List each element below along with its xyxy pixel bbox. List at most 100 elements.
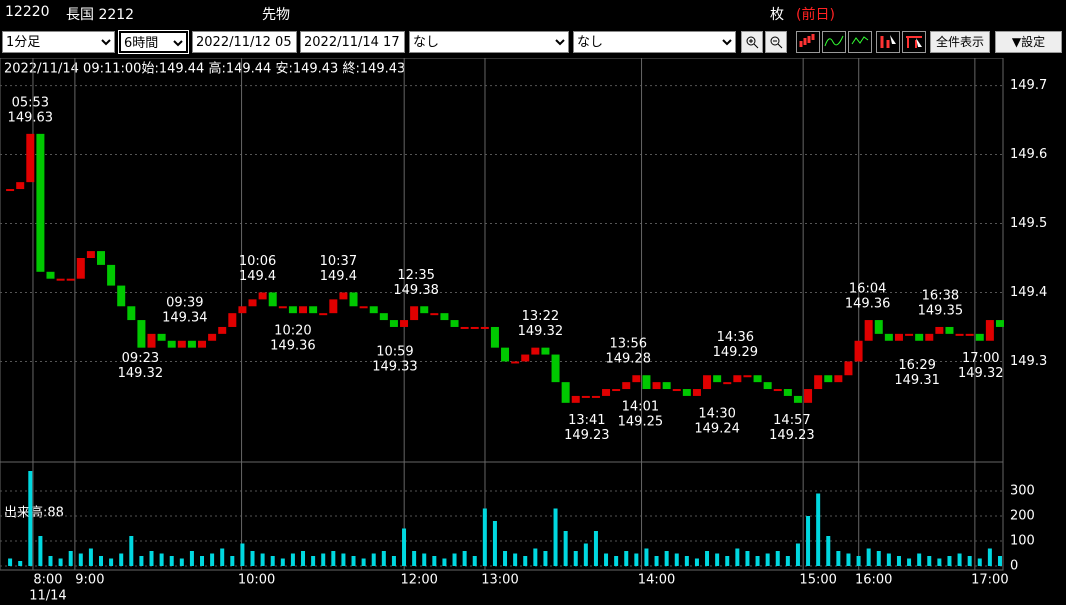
volume-bar [361, 558, 366, 566]
interval: 1分足 [6, 35, 41, 50]
candle [692, 389, 701, 396]
annotation-price: 149.4 [320, 269, 357, 284]
bar-chart[interactable] [848, 31, 872, 53]
candle [854, 340, 863, 362]
candle [501, 347, 510, 362]
candle [470, 326, 479, 329]
candle [76, 258, 85, 279]
x-tick-label: 14:00 [638, 573, 675, 588]
candle [36, 133, 45, 272]
volume-bar [119, 553, 124, 566]
volume-bar [644, 548, 649, 566]
volume-bar [492, 521, 497, 566]
x-tick-label: 10:00 [238, 573, 275, 588]
to-input[interactable]: 2022/11/14 17 [300, 31, 405, 53]
candle [703, 375, 712, 390]
volume-bar [836, 551, 841, 566]
candle [561, 382, 570, 403]
volume-bar [604, 553, 609, 566]
volume-bar [230, 556, 235, 566]
candle [652, 382, 661, 390]
candle [965, 333, 974, 336]
candle [753, 375, 762, 383]
show-all[interactable]: 全件表示 [930, 31, 990, 53]
volume-bar [684, 556, 689, 566]
annotation-time: 10:06 [239, 254, 276, 269]
volume-bar [48, 556, 53, 566]
volume-bar [674, 553, 679, 566]
to: 2022/11/14 17 [304, 35, 400, 50]
volume-bar [301, 551, 306, 566]
candle [218, 326, 227, 334]
candle [662, 382, 671, 390]
candle-chart[interactable] [796, 31, 820, 53]
candle [824, 375, 833, 383]
annotation-time: 14:57 [773, 413, 810, 428]
candle [531, 347, 540, 355]
volume-bar [331, 551, 336, 566]
volume-bar [533, 548, 538, 566]
candle [591, 395, 600, 398]
annotation-price: 149.25 [618, 414, 664, 429]
settings[interactable]: ▼設定 [995, 31, 1062, 53]
date-label: 11/14 [29, 589, 66, 604]
candle [238, 306, 247, 314]
zoom-in[interactable] [741, 31, 763, 53]
volume-bar [189, 551, 194, 566]
volume-bar [715, 553, 720, 566]
volume-bar [785, 556, 790, 566]
candle [763, 382, 772, 390]
zoom-out[interactable] [765, 31, 787, 53]
volume-bar [806, 516, 811, 566]
candle [723, 382, 732, 385]
candle [198, 340, 207, 348]
candle [258, 292, 267, 300]
volume-bar [220, 548, 225, 566]
annotation-price: 149.33 [372, 359, 418, 374]
from-input[interactable]: 2022/11/12 05 [192, 31, 297, 53]
span-select[interactable]: 6時間 [118, 30, 189, 54]
candle [410, 306, 419, 321]
annotation-time: 09:23 [122, 351, 159, 366]
volume-bar [472, 556, 477, 566]
volume-bar [270, 556, 275, 566]
candle [874, 320, 883, 334]
interval-select[interactable]: 1分足 [2, 31, 115, 53]
volume-bar [290, 553, 295, 566]
volume-bar [169, 556, 174, 566]
candle [834, 375, 843, 383]
volume-bar [735, 548, 740, 566]
candle [16, 182, 25, 190]
candle [571, 395, 580, 403]
tool-2[interactable] [902, 31, 926, 53]
volume-bar [341, 553, 346, 566]
annotation-time: 13:41 [568, 413, 605, 428]
volume-bar [381, 551, 386, 566]
line-chart[interactable] [822, 31, 846, 53]
tool-1[interactable] [876, 31, 900, 53]
candle [389, 320, 398, 327]
candle [733, 375, 742, 383]
x-tick-label: 13:00 [481, 573, 518, 588]
candle [925, 333, 934, 341]
candle [420, 306, 429, 314]
indicator2-select[interactable]: なし [573, 31, 736, 53]
volume-bar [210, 553, 215, 566]
volume-bar [58, 558, 63, 566]
annotation-price: 149.34 [162, 310, 208, 325]
annotation-time: 13:22 [522, 309, 559, 324]
volume-bar [391, 556, 396, 566]
indicator1-select[interactable]: なし [409, 31, 569, 53]
volume-bar [593, 531, 598, 566]
candle [743, 375, 752, 378]
volume-bar [250, 551, 255, 566]
candle [460, 326, 469, 329]
volume-bar [18, 561, 23, 566]
annotation-price: 149.36 [845, 297, 891, 312]
volume-bar [109, 558, 114, 566]
volume-bar [523, 556, 528, 566]
volume-bar [765, 553, 770, 566]
candle [26, 133, 35, 183]
v-tick-label: 100 [1010, 534, 1035, 549]
